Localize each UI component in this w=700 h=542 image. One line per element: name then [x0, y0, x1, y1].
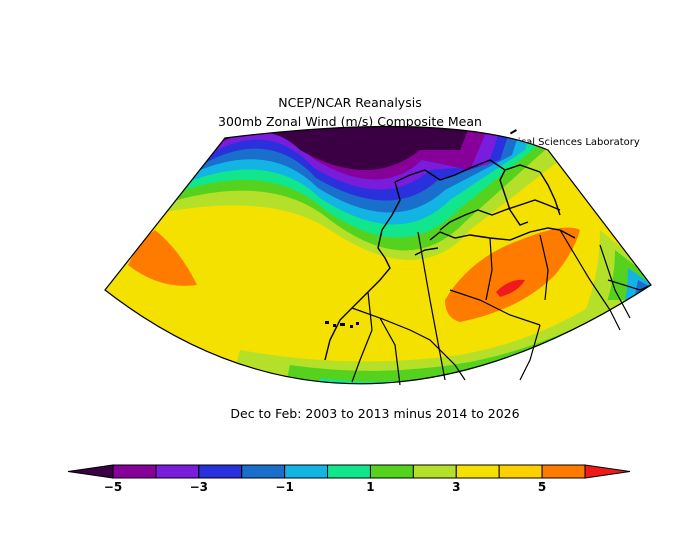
- colorbar-swatch: [198, 464, 243, 479]
- band-darkpurple: [225, 126, 480, 170]
- colorbar-tick-label: −5: [103, 480, 123, 494]
- composite-description: Dec to Feb: 2003 to 2013 minus 2014 to 2…: [230, 406, 520, 421]
- colorbar-swatch: [284, 464, 329, 479]
- colorbar-max-arrow: [584, 464, 631, 479]
- map-title: NCEP/NCAR Reanalysis: [278, 95, 422, 110]
- red-max: [496, 279, 525, 297]
- colorbar-swatch: [455, 464, 500, 479]
- coastlines: [324, 159, 576, 361]
- colorbar-min-arrow: [67, 464, 114, 479]
- colorbar-tick-label: 5: [537, 480, 547, 494]
- colorbar-swatch: [412, 464, 457, 479]
- country-borders: [351, 229, 652, 386]
- colorbar: [67, 464, 631, 479]
- colorbar-swatch: [369, 464, 414, 479]
- colorbar-tick-label: −3: [189, 480, 209, 494]
- map-border: [104, 125, 652, 385]
- islands: [325, 129, 517, 328]
- colorbar-swatch: [327, 464, 371, 479]
- colorbar-swatch: [155, 464, 200, 479]
- colorbar-tick-label: 1: [366, 480, 375, 494]
- colorbar-tick-label: 3: [452, 480, 461, 494]
- orange-west: [128, 230, 197, 286]
- colorbar-swatch: [498, 464, 543, 479]
- colorbar-tick-label: −1: [275, 480, 294, 494]
- colorbar-swatch: [541, 464, 586, 479]
- map-subtitle-variable: 300mb Zonal Wind (m/s) Composite Mean: [218, 114, 482, 129]
- orange-east: [445, 227, 580, 322]
- colorbar-swatch: [112, 464, 157, 479]
- colorbar-swatch: [241, 464, 286, 479]
- credit-text: NOAA Physical Sciences Laboratory: [462, 137, 640, 148]
